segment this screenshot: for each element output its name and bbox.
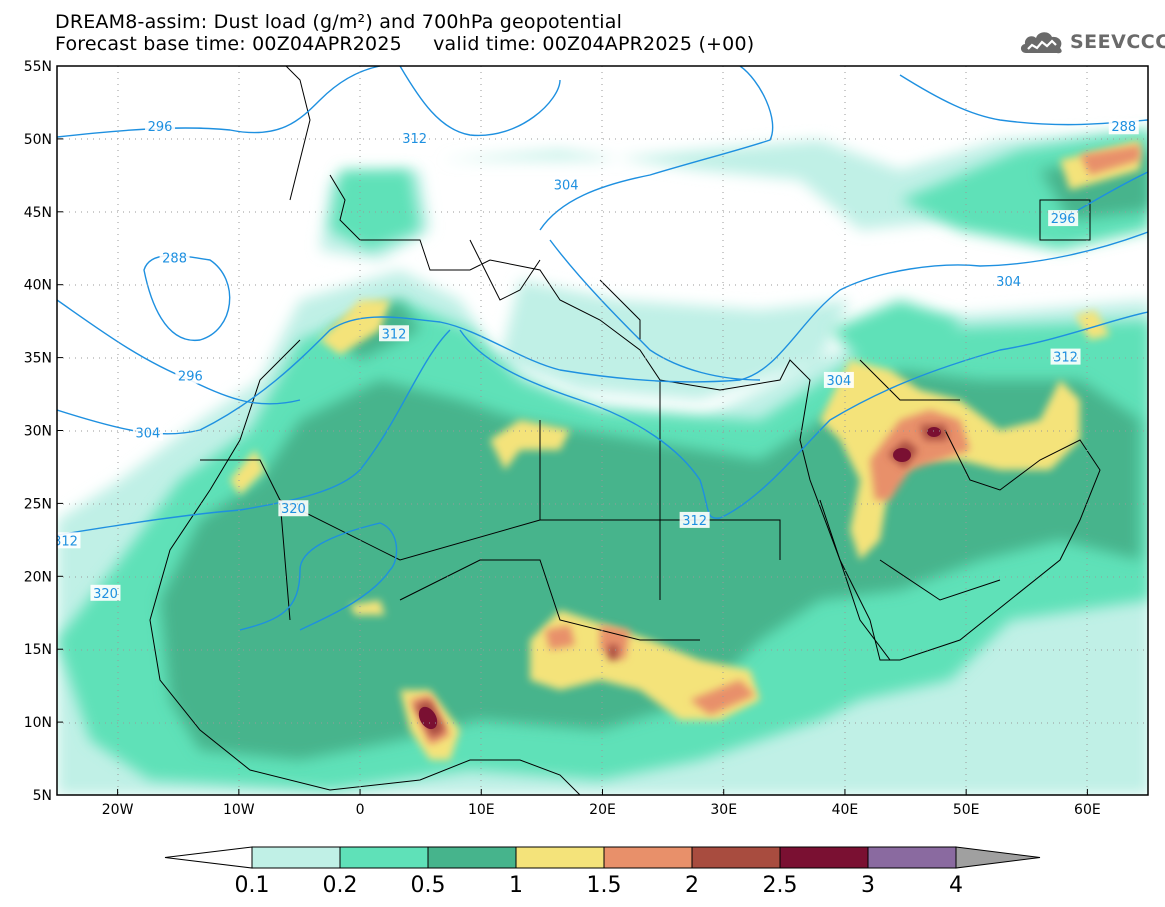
contour-label-304: 304: [132, 424, 163, 441]
colorbar-swatch-1: [339, 846, 429, 869]
cloud-logo-icon: [1020, 32, 1062, 54]
contour-label-304: 304: [823, 371, 854, 389]
colorbar-label-0.1: 0.1: [235, 873, 270, 898]
colorbar-swatch-2: [427, 846, 517, 869]
colorbar-swatch-3: [515, 846, 605, 869]
contour-label-320: 320: [278, 500, 309, 517]
contour-label-320: 320: [90, 584, 121, 602]
contour-label-312: 312: [53, 532, 81, 549]
logo-text: SEEVCCC: [1070, 31, 1165, 53]
lon-label-30E: 30E: [710, 802, 737, 818]
svg-text:296: 296: [148, 120, 173, 135]
colorbar-label-0.2: 0.2: [323, 873, 358, 898]
contour-label-312: 312: [378, 325, 409, 342]
svg-text:304: 304: [136, 426, 161, 441]
lat-label-10N: 10N: [24, 715, 52, 731]
colorbar-swatch-6: [779, 846, 869, 869]
contour-label-288: 288: [1108, 118, 1139, 135]
lat-label-50N: 50N: [24, 132, 52, 148]
contour-label-296: 296: [175, 367, 206, 385]
dust-field: 296 312 288 304 288 296 304 312 296 312 304 304 320 3…: [53, 66, 1148, 795]
colorbar-label-0.5: 0.5: [411, 873, 446, 898]
contour-label-304: 304: [551, 176, 582, 194]
coastlines: [149, 66, 1101, 795]
svg-text:320: 320: [93, 587, 118, 602]
colorbar-label-4: 4: [949, 873, 963, 898]
contour-label-312: 312: [1050, 348, 1081, 366]
colorbar-swatch-7: [867, 846, 957, 869]
colorbar-label-3: 3: [861, 873, 875, 898]
contour-label-296: 296: [145, 118, 176, 135]
svg-text:312: 312: [402, 132, 427, 147]
contour-label-304: 304: [993, 272, 1024, 290]
colorbar-swatch-4: [603, 846, 693, 869]
geopotential-contours: [57, 66, 1148, 631]
latitude-axis: 55N 50N 45N 40N 35N 30N 25N 20N 15N 10N 5N: [24, 59, 63, 804]
lon-label-0: 0: [356, 802, 365, 818]
dust-band-2.5: [418, 427, 941, 730]
colorbar-swatch-5: [691, 846, 781, 869]
colorbar: 0.1 0.2 0.5 1 1.5 2 2.5 3 4: [164, 846, 1041, 898]
svg-text:312: 312: [382, 327, 407, 342]
seevccc-logo: SEEVCCC: [1018, 26, 1165, 58]
colorbar-swatch-0: [251, 846, 341, 869]
svg-text:288: 288: [1111, 120, 1136, 135]
colorbar-label-1: 1: [509, 873, 523, 898]
lon-label-40E: 40E: [832, 802, 859, 818]
lon-label-20E: 20E: [589, 802, 616, 818]
svg-text:320: 320: [281, 502, 306, 517]
svg-text:288: 288: [162, 251, 187, 266]
contour-label-296: 296: [1048, 210, 1079, 227]
svg-text:312: 312: [682, 514, 707, 529]
lat-label-20N: 20N: [24, 569, 52, 585]
lon-label-10W: 10W: [223, 802, 255, 818]
lat-label-5N: 5N: [33, 788, 52, 804]
lat-label-45N: 45N: [24, 205, 52, 221]
svg-text:304: 304: [826, 374, 851, 389]
colorbar-label-2: 2: [685, 873, 699, 898]
lon-label-20W: 20W: [102, 802, 134, 818]
svg-text:312: 312: [53, 534, 78, 549]
contour-label-288: 288: [159, 249, 190, 266]
svg-text:296: 296: [1051, 212, 1076, 227]
colorbar-over-arrow: [955, 846, 1041, 869]
svg-text:296: 296: [178, 370, 203, 385]
svg-text:304: 304: [996, 275, 1021, 290]
lat-label-35N: 35N: [24, 351, 52, 367]
lon-label-10E: 10E: [468, 802, 495, 818]
lat-label-40N: 40N: [24, 278, 52, 294]
lat-label-25N: 25N: [24, 496, 52, 512]
map-title-line2: Forecast base time: 00Z04APR2025 valid t…: [55, 33, 755, 55]
svg-text:304: 304: [554, 179, 579, 194]
lat-label-55N: 55N: [24, 59, 52, 75]
map-title-line1: DREAM8-assim: Dust load (g/m²) and 700hP…: [55, 11, 623, 33]
lon-label-50E: 50E: [953, 802, 980, 818]
contour-label-312: 312: [679, 511, 710, 529]
lat-label-15N: 15N: [24, 642, 52, 658]
longitude-axis: 20W 10W 0 10E 20E 30E 40E 50E 60E: [102, 789, 1101, 818]
contour-label-312: 312: [399, 129, 430, 147]
lon-label-60E: 60E: [1074, 802, 1101, 818]
colorbar-under-arrow: [164, 846, 253, 869]
colorbar-label-1.5: 1.5: [587, 873, 622, 898]
colorbar-label-2.5: 2.5: [763, 873, 798, 898]
lat-label-30N: 30N: [24, 424, 52, 440]
